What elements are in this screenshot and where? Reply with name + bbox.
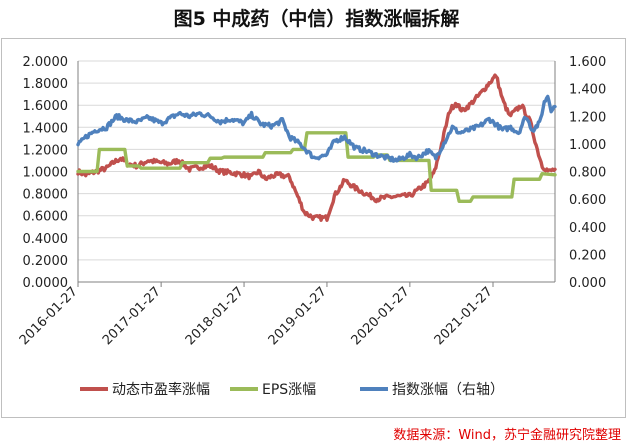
right-axis-ticks: 0.000 0.200 0.400 0.600 0.800 1.000 1.200 1.400… bbox=[569, 55, 606, 291]
right-tick-label: 0.600 bbox=[569, 193, 606, 208]
left-tick-label: 0.6000 bbox=[23, 210, 69, 225]
left-tick-label: 2.0000 bbox=[23, 55, 69, 70]
left-tick-label: 0.8000 bbox=[23, 188, 69, 203]
series-line-1 bbox=[76, 131, 557, 204]
right-tick-label: 1.400 bbox=[569, 83, 606, 98]
legend-label-1: EPS涨幅 bbox=[262, 382, 316, 398]
x-tick-label: 2017-01-27 bbox=[100, 284, 164, 348]
left-axis-ticks: 0.0000 0.2000 0.4000 0.6000 0.8000 1.0000 1.20… bbox=[23, 55, 69, 291]
left-tick-label: 1.0000 bbox=[23, 166, 69, 181]
left-tick-label: 0.0000 bbox=[23, 276, 69, 291]
left-tick-label: 0.2000 bbox=[23, 254, 69, 269]
x-tick-label: 2019-01-27 bbox=[266, 284, 330, 348]
x-tick-label: 2021-01-27 bbox=[432, 284, 496, 348]
gridlines bbox=[77, 60, 556, 283]
legend: 动态市盈率涨幅 EPS涨幅 指数涨幅（右轴） bbox=[80, 381, 504, 398]
right-tick-label: 0.000 bbox=[569, 276, 606, 291]
legend-label-2: 指数涨幅（右轴） bbox=[392, 382, 504, 398]
right-tick-label: 0.400 bbox=[569, 221, 606, 236]
x-tick-label: 2016-01-27 bbox=[17, 284, 81, 348]
left-tick-label: 0.4000 bbox=[23, 232, 69, 247]
left-tick-label: 1.4000 bbox=[23, 121, 69, 136]
series-line-2 bbox=[76, 94, 557, 163]
chart-frame bbox=[1, 38, 626, 418]
legend-label-0: 动态市盈率涨幅 bbox=[112, 381, 210, 398]
right-tick-label: 1.600 bbox=[569, 55, 606, 70]
series-line-0 bbox=[76, 73, 557, 222]
right-tick-label: 0.800 bbox=[569, 166, 606, 181]
left-tick-label: 1.8000 bbox=[23, 77, 69, 92]
data-source-note: 数据来源：Wind，苏宁金融研究院整理 bbox=[393, 428, 621, 443]
chart-title: 图5 中成药（中信）指数涨幅拆解 bbox=[173, 8, 460, 30]
x-tick-label: 2020-01-27 bbox=[349, 284, 413, 348]
right-tick-label: 0.200 bbox=[569, 248, 606, 263]
left-tick-label: 1.6000 bbox=[23, 99, 69, 114]
x-axis-ticks: 2016-01-27 2017-01-27 2018-01-27 2019-01-27… bbox=[17, 282, 496, 348]
right-tick-label: 1.000 bbox=[569, 138, 606, 153]
right-tick-label: 1.200 bbox=[569, 110, 606, 125]
series-layer bbox=[76, 73, 557, 222]
left-tick-label: 1.2000 bbox=[23, 143, 69, 158]
x-tick-label: 2018-01-27 bbox=[183, 284, 247, 348]
